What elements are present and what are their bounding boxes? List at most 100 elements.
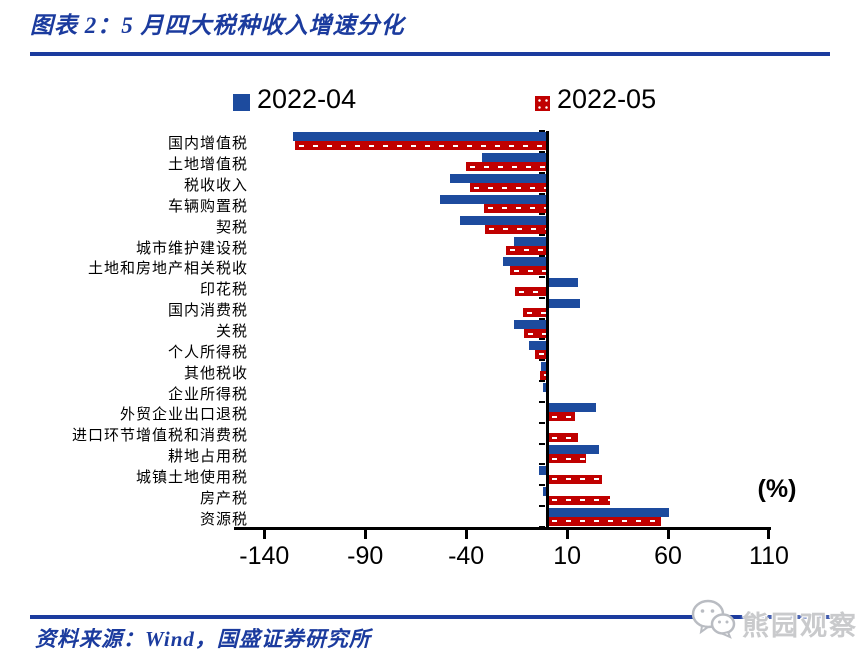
- category-label: 关税: [215, 324, 248, 340]
- category-label: 外贸企业出口退税: [119, 407, 248, 424]
- x-axis-tick-label: -140: [239, 542, 290, 570]
- bar-2022-04: [482, 153, 547, 163]
- bar-2022-05: [534, 349, 547, 359]
- legend-label-2022-05: 2022-05: [557, 84, 657, 114]
- y-axis-tick: [538, 338, 545, 341]
- x-axis-tick-label: 60: [654, 542, 682, 570]
- legend-label-2022-04: 2022-04: [257, 84, 357, 114]
- bar-2022-04: [460, 215, 547, 225]
- x-axis-tick: [565, 530, 569, 539]
- x-axis-tick-label: -40: [448, 542, 485, 570]
- bar-2022-05: [505, 245, 547, 255]
- category-label: 税收收入: [183, 178, 248, 195]
- category-label: 进口环节增值税和消费税: [71, 428, 248, 445]
- bar-2022-04: [542, 486, 547, 496]
- bar-2022-04: [538, 465, 547, 475]
- bar-2022-05: [523, 329, 547, 338]
- legend-swatch-2022-05: [535, 96, 550, 111]
- bar-2022-05: [470, 183, 547, 193]
- category-label: 印花税: [199, 282, 248, 299]
- bar-2022-04: [292, 132, 547, 142]
- y-axis-tick: [538, 255, 545, 258]
- category-label: 资源税: [199, 511, 248, 528]
- bar-2022-04: [547, 278, 579, 288]
- x-axis-tick: [666, 530, 670, 539]
- x-axis-line: [234, 527, 771, 530]
- bar-2022-04: [513, 236, 547, 246]
- y-axis-tick: [538, 463, 545, 466]
- category-label: 城市维护建设税: [135, 240, 248, 257]
- category-label: 企业所得税: [167, 386, 248, 403]
- watermark-text: 熊园观察: [742, 611, 858, 641]
- y-axis-tick: [538, 359, 545, 362]
- bar-2022-05: [522, 308, 547, 318]
- x-axis-tick: [767, 530, 771, 539]
- y-axis-tick: [538, 213, 545, 216]
- x-axis-tick-label: 10: [553, 542, 581, 570]
- y-axis-tick: [538, 150, 545, 153]
- category-label: 个人所得税: [167, 344, 248, 361]
- y-axis-tick: [538, 484, 545, 487]
- y-axis-tick: [538, 171, 545, 174]
- category-label: 房产税: [199, 490, 248, 507]
- bar-2022-05: [547, 474, 603, 484]
- bar-2022-05: [547, 454, 587, 464]
- bar-2022-05: [294, 141, 547, 151]
- category-label: 国内增值税: [167, 136, 248, 153]
- category-label: 契税: [215, 219, 248, 236]
- bar-2022-04: [547, 445, 600, 455]
- title-divider-line: [30, 52, 830, 56]
- y-axis-tick: [538, 421, 545, 424]
- legend-swatch-2022-04: [233, 94, 250, 111]
- bar-2022-04: [547, 403, 597, 413]
- footer-divider-line: [30, 615, 830, 619]
- category-label: 车辆购置税: [167, 198, 248, 215]
- bar-2022-04: [439, 194, 547, 204]
- x-axis-tick: [262, 530, 266, 539]
- y-axis-tick: [538, 296, 545, 299]
- bar-2022-05: [547, 516, 661, 526]
- y-axis-line: [545, 131, 549, 527]
- bar-2022-05: [514, 287, 547, 297]
- wechat-icon: [691, 599, 736, 639]
- category-label: 土地增值税: [167, 157, 248, 174]
- x-axis-tick: [363, 530, 367, 539]
- source-note: 资料来源：Wind，国盛证券研究所: [35, 627, 371, 651]
- y-axis-tick: [538, 505, 545, 508]
- bar-2022-05: [509, 266, 547, 276]
- category-label: 国内消费税: [167, 303, 248, 320]
- y-axis-tick: [538, 442, 545, 445]
- category-label: 土地和房地产相关税收: [87, 261, 248, 278]
- category-label: 耕地占用税: [167, 449, 248, 466]
- unit-label: (%): [757, 475, 797, 503]
- bar-2022-04: [542, 382, 547, 392]
- bar-2022-05: [539, 370, 547, 380]
- bar-2022-04: [513, 320, 547, 329]
- x-axis-tick-label: -90: [347, 542, 384, 570]
- bar-2022-04: [502, 257, 547, 267]
- category-label: 其他税收: [183, 365, 248, 382]
- bar-2022-05: [547, 433, 579, 443]
- bar-2022-05: [466, 162, 547, 172]
- bar-2022-04: [547, 299, 581, 309]
- y-axis-tick: [538, 317, 545, 320]
- bar-2022-04: [540, 361, 547, 371]
- bar-2022-05: [547, 495, 611, 505]
- x-axis-tick-label: 110: [749, 542, 789, 570]
- watermark: 熊园观察: [690, 596, 860, 644]
- bar-2022-05: [484, 203, 547, 213]
- y-axis-tick: [538, 380, 545, 383]
- y-axis-tick: [538, 275, 545, 278]
- y-axis-tick: [538, 192, 545, 195]
- y-axis-tick: [538, 130, 545, 132]
- category-label: 城镇土地使用税: [135, 469, 248, 486]
- x-axis-tick: [464, 530, 468, 539]
- bar-2022-05: [485, 224, 547, 234]
- bar-2022-04: [547, 507, 670, 517]
- y-axis-tick: [538, 400, 545, 403]
- bar-2022-04: [450, 174, 547, 184]
- chart-title: 图表 2：5 月四大税种收入增速分化: [30, 13, 405, 38]
- bar-2022-04: [528, 340, 547, 350]
